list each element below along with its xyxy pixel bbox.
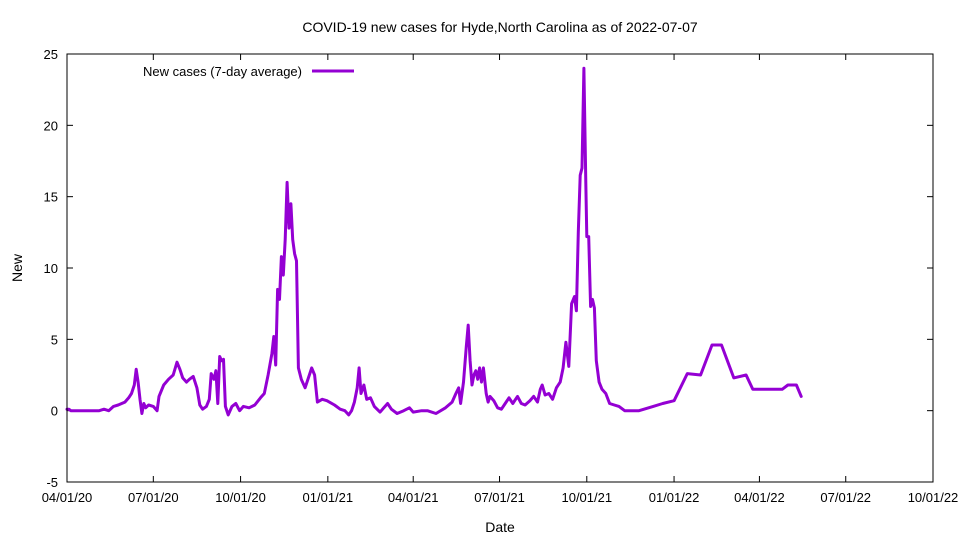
x-tick-label: 07/01/20 <box>128 490 179 505</box>
x-tick-label: 10/01/21 <box>561 490 612 505</box>
axis-tick-labels: -5 0 5 10 15 20 25 04/01/20 07/01/20 10/01/20 01/0… <box>42 47 959 505</box>
series-line-new-cases <box>65 66 803 417</box>
x-axis-label: Date <box>485 519 515 535</box>
x-tick-label: 04/01/20 <box>42 490 93 505</box>
x-tick-label: 01/01/21 <box>303 490 354 505</box>
x-tick-label: 10/01/20 <box>215 490 266 505</box>
plot-frame <box>66 53 934 483</box>
y-tick-label: 5 <box>51 332 58 347</box>
legend-label: New cases (7-day average) <box>143 64 302 79</box>
x-tick-label: 01/01/22 <box>649 490 700 505</box>
x-tick-label: 07/01/21 <box>474 490 525 505</box>
y-tick-label: 20 <box>44 118 58 133</box>
x-tick-label: 07/01/22 <box>820 490 871 505</box>
y-axis-label: New <box>9 253 25 282</box>
x-tick-label: 04/01/22 <box>734 490 785 505</box>
legend: New cases (7-day average) <box>143 64 354 79</box>
chart-title: COVID-19 new cases for Hyde,North Caroli… <box>302 19 698 35</box>
x-tick-label: 04/01/21 <box>388 490 439 505</box>
y-tick-label: 0 <box>51 404 58 419</box>
y-tick-label: 15 <box>44 190 58 205</box>
y-tick-label: -5 <box>46 475 58 490</box>
y-tick-label: 25 <box>44 47 58 62</box>
y-tick-label: 10 <box>44 261 58 276</box>
x-tick-label: 10/01/22 <box>908 490 959 505</box>
